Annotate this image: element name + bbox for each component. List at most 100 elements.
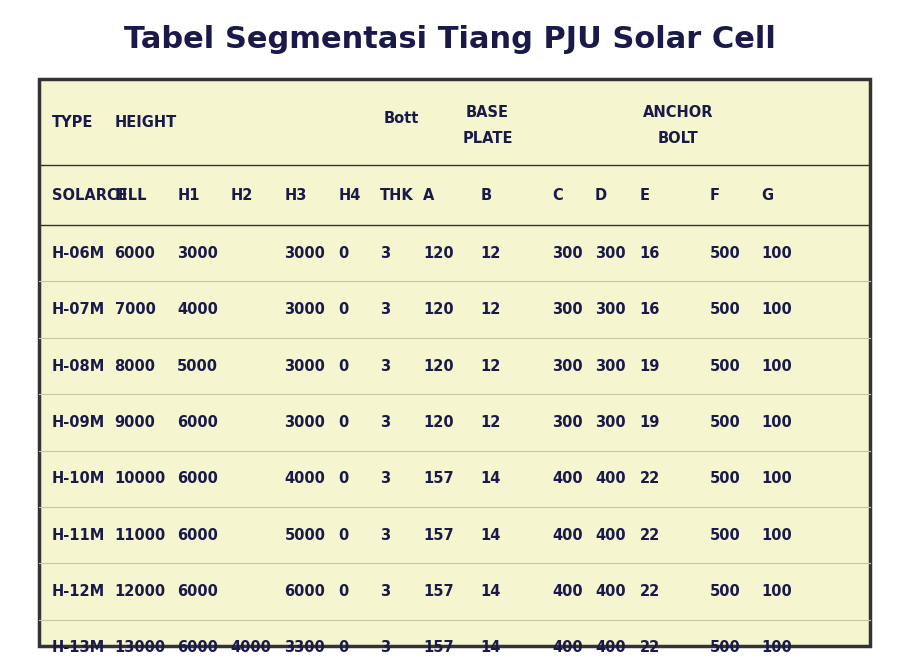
Text: 157: 157 [423, 584, 454, 599]
Text: B: B [481, 188, 491, 203]
Text: 100: 100 [761, 359, 792, 373]
Text: 400: 400 [552, 471, 582, 486]
Text: 100: 100 [761, 471, 792, 486]
Text: 0: 0 [338, 640, 348, 656]
Text: 12: 12 [481, 359, 500, 373]
Text: H-08M: H-08M [52, 359, 105, 373]
Text: 100: 100 [761, 415, 792, 430]
Text: 100: 100 [761, 640, 792, 656]
Text: 157: 157 [423, 471, 454, 486]
Text: 500: 500 [709, 302, 740, 317]
Text: 3: 3 [380, 302, 391, 317]
Text: 12: 12 [481, 246, 500, 261]
Text: H2: H2 [231, 188, 253, 203]
Text: 4000: 4000 [231, 640, 272, 656]
Text: 3000: 3000 [284, 415, 326, 430]
Text: 300: 300 [595, 302, 625, 317]
Text: 6000: 6000 [284, 584, 326, 599]
Text: Bott: Bott [384, 111, 419, 126]
Text: 400: 400 [595, 640, 625, 656]
Text: 4000: 4000 [284, 471, 326, 486]
Text: 120: 120 [423, 246, 454, 261]
Text: ANCHOR: ANCHOR [643, 105, 714, 120]
Text: 19: 19 [640, 415, 660, 430]
Text: BOLT: BOLT [658, 131, 698, 147]
Text: 300: 300 [552, 359, 582, 373]
Text: Tabel Segmentasi Tiang PJU Solar Cell: Tabel Segmentasi Tiang PJU Solar Cell [124, 25, 776, 54]
Text: 5000: 5000 [177, 359, 218, 373]
Text: H: H [114, 188, 127, 203]
Text: H-09M: H-09M [52, 415, 105, 430]
Text: 3300: 3300 [284, 640, 325, 656]
Text: THK: THK [380, 188, 414, 203]
Text: 12: 12 [481, 302, 500, 317]
Text: 22: 22 [640, 640, 660, 656]
Text: 3: 3 [380, 415, 391, 430]
Text: TYPE: TYPE [52, 114, 94, 130]
Text: 100: 100 [761, 584, 792, 599]
Text: 0: 0 [338, 302, 348, 317]
Text: 300: 300 [595, 359, 625, 373]
FancyBboxPatch shape [39, 79, 870, 646]
Text: C: C [552, 188, 562, 203]
Text: H4: H4 [338, 188, 361, 203]
Text: A: A [423, 188, 435, 203]
Text: G: G [761, 188, 773, 203]
Text: 3: 3 [380, 246, 391, 261]
Text: 500: 500 [709, 528, 740, 543]
Text: 12: 12 [481, 415, 500, 430]
Text: 3: 3 [380, 584, 391, 599]
Text: 400: 400 [552, 528, 582, 543]
Text: 120: 120 [423, 359, 454, 373]
Text: 100: 100 [761, 246, 792, 261]
Text: 14: 14 [481, 471, 500, 486]
Text: H-06M: H-06M [52, 246, 105, 261]
Text: 0: 0 [338, 471, 348, 486]
Text: 400: 400 [552, 640, 582, 656]
Text: F: F [709, 188, 719, 203]
Text: HEIGHT: HEIGHT [114, 114, 176, 130]
Text: 11000: 11000 [114, 528, 166, 543]
Text: 6000: 6000 [177, 584, 218, 599]
Text: 100: 100 [761, 302, 792, 317]
Text: 400: 400 [595, 471, 625, 486]
Text: H3: H3 [284, 188, 307, 203]
Text: 3: 3 [380, 640, 391, 656]
Text: 22: 22 [640, 528, 660, 543]
Text: 3000: 3000 [177, 246, 218, 261]
Text: 500: 500 [709, 246, 740, 261]
Text: 0: 0 [338, 359, 348, 373]
Text: 13000: 13000 [114, 640, 166, 656]
Text: 19: 19 [640, 359, 660, 373]
Text: 500: 500 [709, 415, 740, 430]
Text: 16: 16 [640, 246, 660, 261]
Text: 0: 0 [338, 415, 348, 430]
Text: 500: 500 [709, 471, 740, 486]
Text: 5000: 5000 [284, 528, 326, 543]
Text: 6000: 6000 [177, 415, 218, 430]
Text: 400: 400 [552, 584, 582, 599]
Text: 157: 157 [423, 528, 454, 543]
Text: 157: 157 [423, 640, 454, 656]
Text: H-11M: H-11M [52, 528, 105, 543]
Text: 6000: 6000 [177, 471, 218, 486]
Text: 0: 0 [338, 246, 348, 261]
Text: 300: 300 [595, 415, 625, 430]
Text: 3000: 3000 [284, 246, 326, 261]
Text: 16: 16 [640, 302, 660, 317]
Text: H-12M: H-12M [52, 584, 105, 599]
Text: BASE: BASE [466, 105, 509, 120]
Text: 300: 300 [552, 246, 582, 261]
Text: 300: 300 [595, 246, 625, 261]
Text: H-10M: H-10M [52, 471, 105, 486]
Text: 6000: 6000 [177, 640, 218, 656]
Text: 120: 120 [423, 302, 454, 317]
Text: 3: 3 [380, 359, 391, 373]
Text: 6000: 6000 [114, 246, 156, 261]
Text: 4000: 4000 [177, 302, 218, 317]
Text: 14: 14 [481, 528, 500, 543]
Text: 3000: 3000 [284, 302, 326, 317]
Text: 3000: 3000 [284, 359, 326, 373]
Text: 8000: 8000 [114, 359, 156, 373]
Text: E: E [640, 188, 650, 203]
